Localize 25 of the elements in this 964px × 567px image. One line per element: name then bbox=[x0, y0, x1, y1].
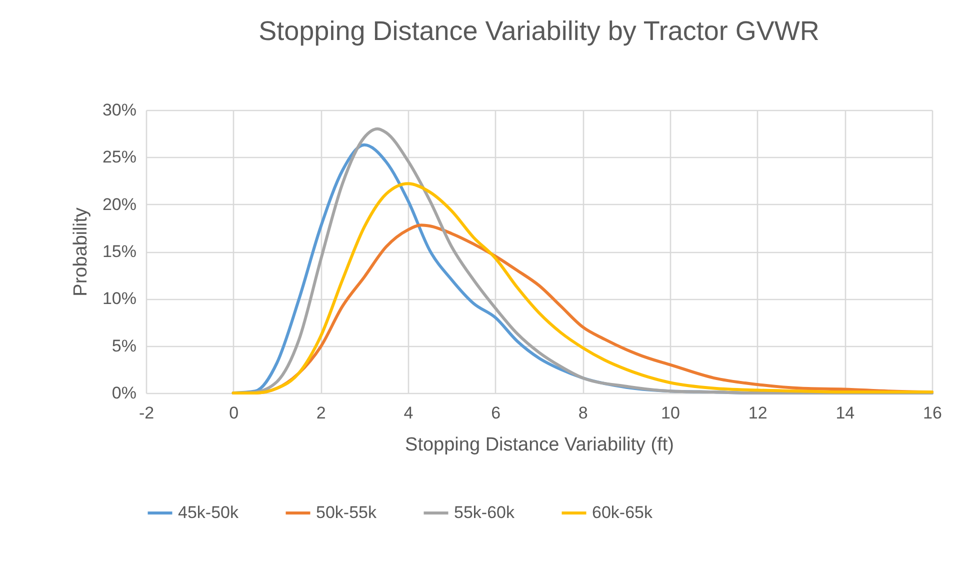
y-tick-label: 0% bbox=[112, 384, 136, 402]
x-tick-label: 8 bbox=[578, 404, 588, 422]
legend-label: 45k-50k bbox=[178, 503, 239, 522]
line-series bbox=[232, 182, 934, 394]
x-tick-label: 6 bbox=[491, 404, 501, 422]
legend-label: 60k-65k bbox=[592, 503, 653, 522]
x-axis-title: Stopping Distance Variability (ft) bbox=[405, 434, 674, 456]
y-tick-label: 30% bbox=[102, 100, 136, 120]
y-axis-title: Probability bbox=[70, 207, 92, 296]
x-tick-label: 14 bbox=[836, 404, 855, 422]
y-tick-label: 20% bbox=[102, 194, 136, 214]
x-tick-label: -2 bbox=[138, 404, 154, 422]
x-tick-label: 16 bbox=[923, 404, 942, 422]
x-tick-label: 2 bbox=[316, 404, 326, 422]
legend-label: 50k-55k bbox=[316, 503, 377, 522]
x-tick-label: 4 bbox=[404, 404, 414, 422]
y-tick-label: 5% bbox=[112, 336, 136, 356]
y-tick-label: 15% bbox=[102, 242, 136, 261]
y-tick-label: 10% bbox=[102, 289, 136, 308]
chart-title: Stopping Distance Variability by Tractor GVWR bbox=[258, 16, 820, 46]
y-tick-label: 25% bbox=[102, 148, 136, 167]
legend-label: 55k-60k bbox=[454, 503, 515, 522]
x-tick-label: 10 bbox=[661, 404, 680, 422]
x-tick-label: 12 bbox=[748, 404, 768, 422]
x-tick-label: 0 bbox=[229, 404, 239, 422]
